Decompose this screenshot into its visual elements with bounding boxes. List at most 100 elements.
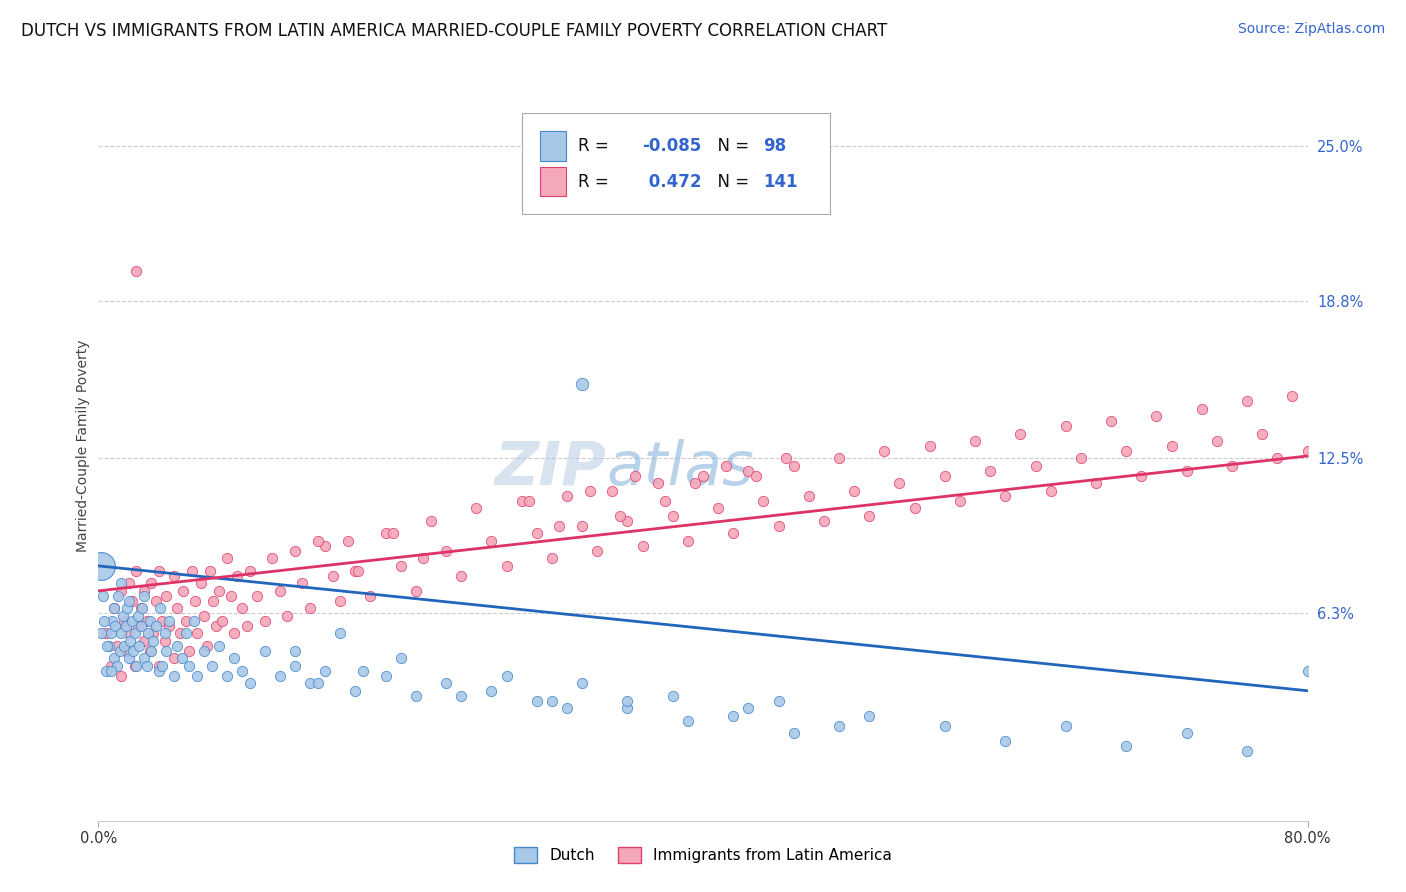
- Point: [768, 694, 790, 708]
- Point: [586, 544, 609, 558]
- Point: [374, 669, 396, 683]
- Point: [100, 658, 122, 673]
- Point: [949, 494, 972, 508]
- Point: [132, 589, 155, 603]
- Text: atlas: atlas: [606, 439, 754, 498]
- Point: [124, 626, 146, 640]
- Point: [93, 614, 115, 628]
- Point: [205, 619, 228, 633]
- Point: [145, 619, 167, 633]
- Point: [412, 551, 434, 566]
- Point: [1175, 726, 1198, 740]
- Point: [127, 619, 149, 633]
- Point: [540, 551, 562, 566]
- Point: [125, 564, 148, 578]
- Legend: Dutch, Immigrants from Latin America: Dutch, Immigrants from Latin America: [508, 841, 898, 869]
- Point: [179, 658, 201, 673]
- Point: [1099, 414, 1122, 428]
- Point: [172, 583, 194, 598]
- Point: [314, 539, 336, 553]
- Point: [737, 701, 759, 715]
- Point: [139, 644, 162, 658]
- Point: [139, 614, 162, 628]
- Point: [685, 476, 707, 491]
- Point: [420, 514, 443, 528]
- Text: 141: 141: [763, 172, 799, 191]
- Point: [179, 644, 201, 658]
- Point: [873, 444, 896, 458]
- Point: [208, 639, 231, 653]
- Point: [131, 601, 153, 615]
- Point: [858, 708, 880, 723]
- Point: [148, 564, 170, 578]
- Point: [190, 576, 212, 591]
- Point: [129, 619, 152, 633]
- FancyBboxPatch shape: [540, 131, 567, 161]
- Point: [858, 508, 880, 523]
- Point: [1220, 458, 1243, 473]
- Point: [571, 376, 593, 391]
- Point: [616, 514, 638, 528]
- Point: [174, 614, 197, 628]
- Point: [142, 633, 165, 648]
- Point: [183, 614, 205, 628]
- Point: [118, 651, 141, 665]
- Point: [813, 514, 835, 528]
- Point: [661, 689, 683, 703]
- Point: [329, 594, 352, 608]
- FancyBboxPatch shape: [522, 112, 830, 214]
- Point: [1296, 444, 1319, 458]
- Point: [118, 594, 141, 608]
- Point: [517, 494, 540, 508]
- Point: [262, 551, 284, 566]
- Point: [382, 526, 405, 541]
- Point: [103, 601, 125, 615]
- Point: [336, 533, 359, 548]
- Point: [163, 651, 186, 665]
- Point: [344, 564, 367, 578]
- Point: [374, 526, 396, 541]
- Point: [526, 526, 548, 541]
- Point: [101, 614, 124, 628]
- Point: [186, 669, 208, 683]
- Point: [1010, 426, 1032, 441]
- Point: [91, 589, 114, 603]
- Point: [246, 589, 269, 603]
- Point: [752, 494, 775, 508]
- Point: [405, 583, 427, 598]
- Point: [284, 644, 307, 658]
- Point: [783, 726, 806, 740]
- Point: [434, 676, 457, 690]
- Point: [828, 719, 851, 733]
- Point: [1160, 439, 1182, 453]
- Point: [299, 676, 322, 690]
- Point: [114, 619, 136, 633]
- Point: [571, 676, 593, 690]
- Point: [132, 651, 155, 665]
- Point: [269, 669, 291, 683]
- Point: [221, 589, 243, 603]
- Point: [616, 701, 638, 715]
- Point: [654, 494, 676, 508]
- Point: [307, 676, 329, 690]
- Point: [215, 551, 238, 566]
- Point: [166, 601, 188, 615]
- Point: [200, 564, 222, 578]
- Point: [1054, 419, 1077, 434]
- Point: [1281, 389, 1303, 403]
- Point: [481, 683, 503, 698]
- Point: [631, 539, 654, 553]
- Point: [918, 439, 941, 453]
- Point: [276, 608, 298, 623]
- Point: [405, 689, 427, 703]
- Point: [128, 639, 150, 653]
- Point: [111, 608, 134, 623]
- Text: 0.472: 0.472: [643, 172, 702, 191]
- Point: [495, 558, 517, 573]
- Point: [1206, 434, 1229, 448]
- Point: [94, 626, 117, 640]
- Point: [1236, 744, 1258, 758]
- Point: [692, 469, 714, 483]
- Point: [132, 583, 155, 598]
- Point: [107, 589, 129, 603]
